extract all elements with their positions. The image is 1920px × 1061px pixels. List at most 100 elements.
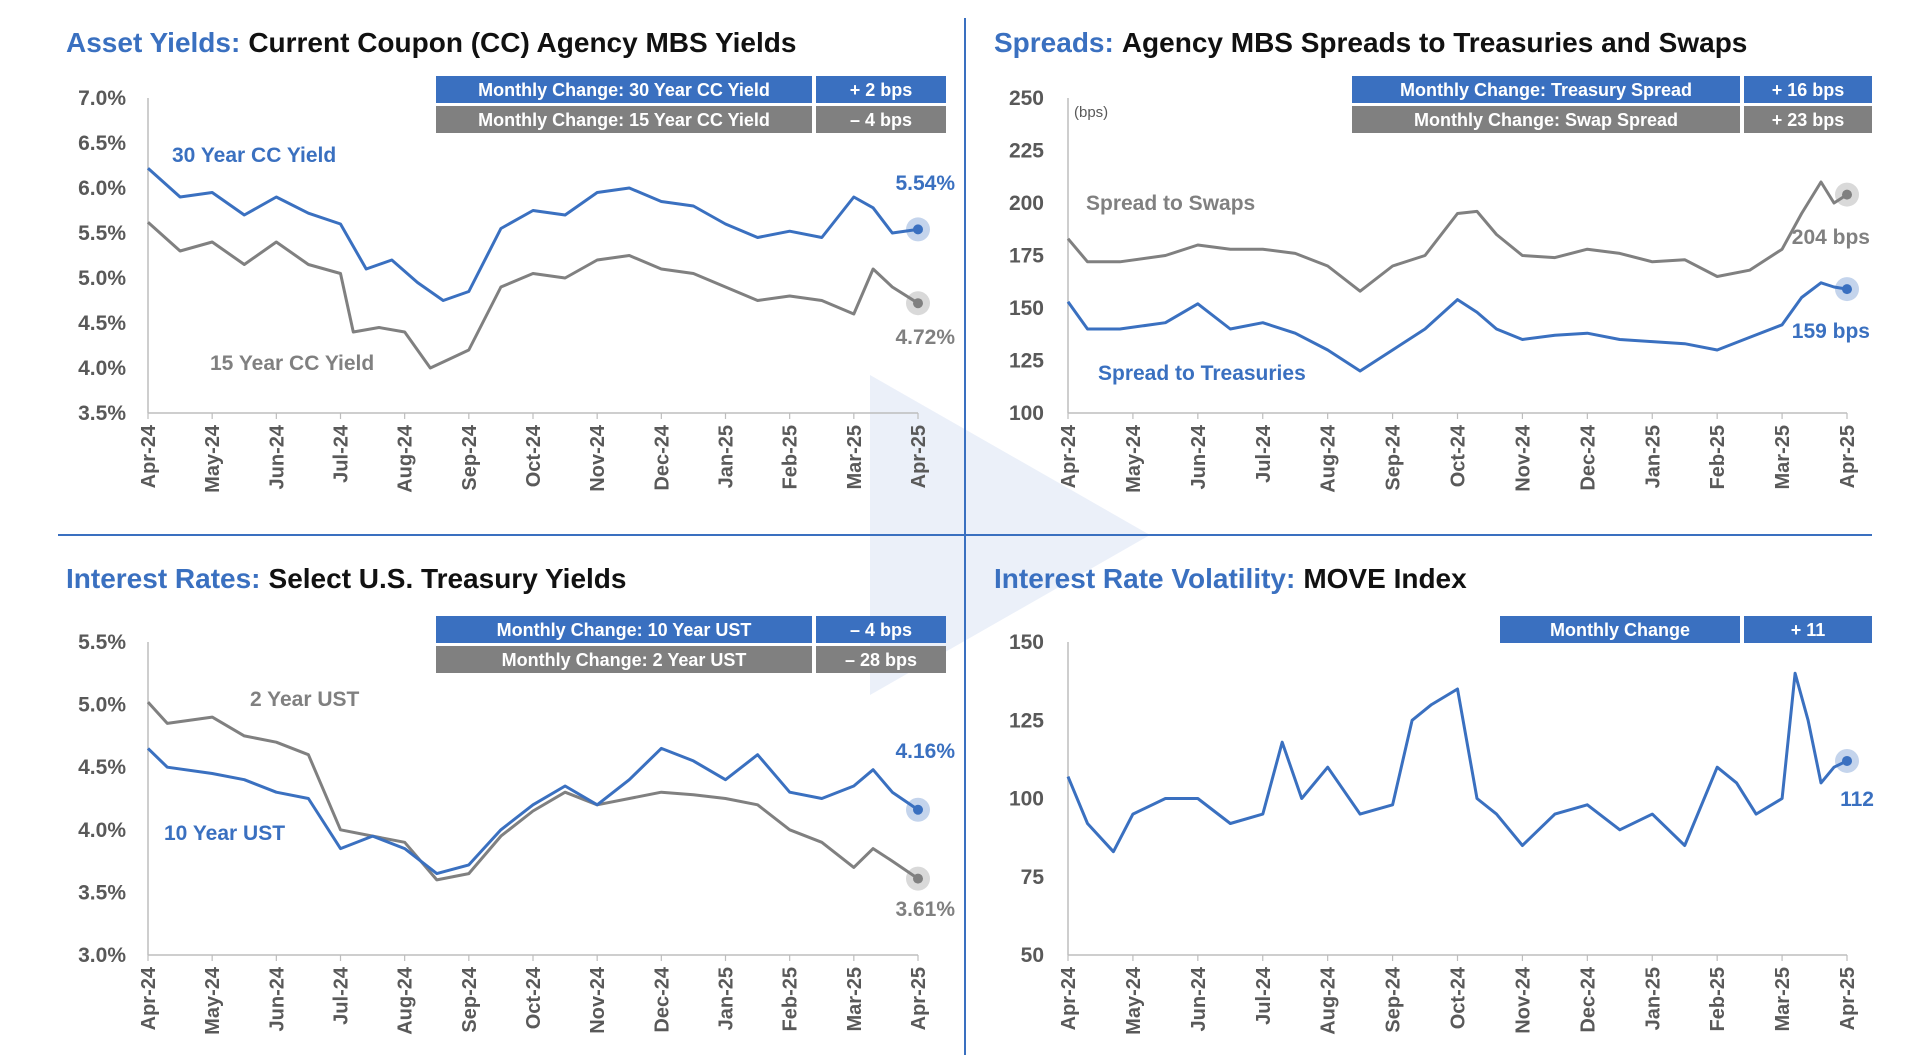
series-end-marker <box>1842 755 1852 766</box>
series-name-label: 30 Year CC Yield <box>172 144 336 167</box>
x-tick-label: Apr-24 <box>138 424 160 488</box>
y-tick-label: 125 <box>1009 709 1044 732</box>
x-tick-label: Oct-24 <box>1448 424 1470 487</box>
x-tick-label: Jun-24 <box>266 424 288 489</box>
change-label-cell <box>1352 106 1740 133</box>
y-tick-label: 4.0% <box>78 357 126 380</box>
x-tick-label: Nov-24 <box>587 966 609 1034</box>
change-label-cell <box>436 76 812 103</box>
chart-title-main: Agency MBS Spreads to Treasuries and Swa… <box>1122 27 1748 58</box>
series-line-2 <box>146 746 919 876</box>
x-tick-label: Mar-25 <box>1772 967 1794 1031</box>
monthly-change-table: Monthly Change: Treasury Spread + 16 bps M… <box>1352 76 1872 133</box>
series-line-1 <box>146 701 919 882</box>
x-tick-label: May-24 <box>202 424 224 493</box>
y-tick-label: 100 <box>1009 402 1044 425</box>
y-tick-label: 3.5% <box>78 881 126 904</box>
series-line-2 <box>1066 281 1848 373</box>
x-tick-label: Apr-25 <box>1837 425 1859 488</box>
y-tick-label: 150 <box>1009 297 1044 320</box>
x-tick-label: Aug-24 <box>1318 424 1340 493</box>
x-tick-label: Jul-24 <box>1253 966 1275 1025</box>
series-end-label: 204 bps <box>1792 226 1870 249</box>
y-tick-label: 5.0% <box>78 694 126 717</box>
change-value-cell <box>1744 616 1872 643</box>
y-tick-label: 125 <box>1009 350 1044 373</box>
unit-note: (bps) <box>1074 104 1108 121</box>
change-value-cell <box>816 616 946 643</box>
x-tick-label: Sep-24 <box>1383 966 1405 1032</box>
x-tick-label: Oct-24 <box>523 966 545 1029</box>
y-tick-label: 100 <box>1009 788 1044 811</box>
y-tick-label: 200 <box>1009 192 1044 215</box>
series-line-1 <box>146 167 919 302</box>
series-end-marker <box>1842 189 1852 200</box>
y-tick-label: 6.5% <box>78 132 126 155</box>
change-value: + 11 <box>1791 620 1826 640</box>
y-tick-label: 5.5% <box>78 222 126 245</box>
change-value: – 4 bps <box>850 110 912 130</box>
change-label: Monthly Change: Swap Spread <box>1414 110 1678 130</box>
x-tick-label: Feb-25 <box>1707 425 1729 489</box>
y-tick-label: 5.5% <box>78 631 126 654</box>
change-label-cell <box>436 646 812 673</box>
y-tick-label: 175 <box>1009 245 1044 268</box>
x-tick-label: Oct-24 <box>1448 966 1470 1029</box>
x-tick-label: Apr-25 <box>908 967 930 1030</box>
x-tick-label: Feb-25 <box>780 425 802 489</box>
x-tick-label: Jan-25 <box>716 425 738 488</box>
change-value-cell <box>816 646 946 673</box>
x-tick-label: Jul-24 <box>331 966 353 1025</box>
x-tick-label: Jan-25 <box>716 967 738 1030</box>
chart-title: Interest Rate Volatility: MOVE Index <box>994 563 1467 594</box>
y-tick-label: 250 <box>1009 87 1044 110</box>
x-tick-label: Aug-24 <box>395 424 417 493</box>
series-end-label: 4.16% <box>895 740 955 763</box>
x-tick-label: Jun-24 <box>1188 424 1210 489</box>
series-end-marker <box>913 873 923 884</box>
series-name-label: 10 Year UST <box>164 822 285 845</box>
x-tick-label: Nov-24 <box>1512 966 1534 1034</box>
chart-title-prefix: Interest Rates: <box>66 563 261 594</box>
x-tick-label: Mar-25 <box>1772 425 1794 489</box>
x-tick-label: Aug-24 <box>395 966 417 1035</box>
change-value-cell <box>1744 76 1872 103</box>
change-label: Monthly Change: Treasury Spread <box>1400 80 1692 100</box>
change-value-cell <box>816 106 946 133</box>
chart-panel-1: Asset Yields: Current Coupon (CC) Agency … <box>66 27 955 493</box>
change-value: + 23 bps <box>1772 110 1845 130</box>
monthly-change-table: Monthly Change: 10 Year UST – 4 bps Monthl… <box>436 616 946 673</box>
chart-title-prefix: Interest Rate Volatility: <box>994 563 1295 594</box>
series-end-label: 4.72% <box>895 326 955 349</box>
series-name-label: Spread to Swaps <box>1086 192 1255 215</box>
monthly-change-table: Monthly Change + 11 <box>1500 616 1872 643</box>
x-tick-label: Feb-25 <box>780 967 802 1031</box>
y-tick-label: 150 <box>1009 631 1044 654</box>
chart-title: Spreads: Agency MBS Spreads to Treasuries… <box>994 27 1747 58</box>
x-tick-label: Jul-24 <box>331 424 353 483</box>
change-label: Monthly Change <box>1550 620 1690 640</box>
change-label-cell <box>1500 616 1740 643</box>
change-value: + 16 bps <box>1772 80 1845 100</box>
series-name-label: 15 Year CC Yield <box>210 352 374 375</box>
series-end-label: 3.61% <box>895 898 955 921</box>
x-tick-label: Dec-24 <box>1577 424 1599 490</box>
chart-title-main: Current Coupon (CC) Agency MBS Yields <box>248 27 796 58</box>
chart-title-main: MOVE Index <box>1303 563 1467 594</box>
x-tick-label: Oct-24 <box>523 424 545 487</box>
x-tick-label: Feb-25 <box>1707 967 1729 1031</box>
series-end-label: 5.54% <box>895 172 955 195</box>
change-value-cell <box>1744 106 1872 133</box>
x-tick-label: Sep-24 <box>1383 424 1405 490</box>
chart-title-prefix: Spreads: <box>994 27 1114 58</box>
x-tick-label: May-24 <box>1123 966 1145 1035</box>
chart-title-main: Select U.S. Treasury Yields <box>269 563 627 594</box>
y-tick-label: 50 <box>1021 944 1044 967</box>
chart-panel-2: Spreads: Agency MBS Spreads to Treasuries… <box>994 27 1872 493</box>
x-tick-label: Apr-25 <box>1837 967 1859 1030</box>
x-tick-label: Mar-25 <box>844 425 866 489</box>
x-tick-label: Dec-24 <box>651 966 673 1032</box>
x-tick-label: Nov-24 <box>587 424 609 492</box>
series-end-marker <box>1842 284 1852 295</box>
change-label: Monthly Change: 2 Year UST <box>502 650 747 670</box>
